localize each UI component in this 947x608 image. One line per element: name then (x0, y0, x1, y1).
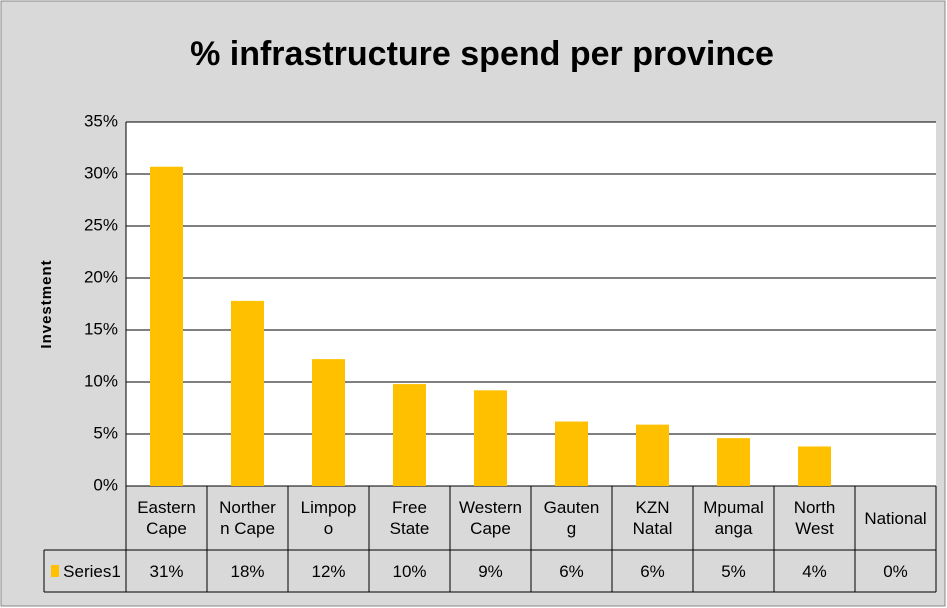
legend-label: Series1 (63, 561, 121, 581)
y-axis-label: Investment (38, 259, 55, 348)
data-table-value: 10% (392, 561, 427, 581)
y-tick-label: 25% (84, 215, 118, 234)
y-tick-label: 0% (93, 475, 118, 494)
y-tick-label: 35% (84, 111, 118, 130)
bar (555, 421, 588, 486)
x-tick-label: Eastern Cape (137, 498, 196, 538)
data-table-value: 31% (149, 561, 184, 581)
y-tick-label: 30% (84, 163, 118, 182)
y-tick-label: 5% (93, 423, 118, 442)
x-tick-label: National (864, 508, 927, 528)
x-tick-label: KZN Natal (632, 498, 673, 538)
bar (150, 166, 183, 486)
data-table-value: 0% (883, 561, 908, 581)
x-tick-label: Gauteng (543, 498, 600, 538)
x-tick-label: Mpumalanga (703, 498, 764, 538)
x-tick-label: Free State (389, 498, 430, 538)
x-tick-label: North West (793, 498, 836, 538)
y-tick-label: 20% (84, 267, 118, 286)
data-table-value: 9% (478, 561, 503, 581)
bar (636, 424, 669, 486)
legend-swatch (51, 565, 59, 577)
data-table-value: 5% (721, 561, 746, 581)
bar (717, 438, 750, 486)
x-tick-label: Northern Cape (219, 498, 276, 538)
bar (474, 390, 507, 486)
data-table-value: 6% (559, 561, 584, 581)
bar (393, 384, 426, 486)
data-table-value: 18% (230, 561, 265, 581)
y-tick-label: 10% (84, 371, 118, 390)
x-tick-label: Limpopo (300, 498, 357, 538)
data-table-value: 6% (640, 561, 665, 581)
y-tick-label: 15% (84, 319, 118, 338)
bar (798, 446, 831, 486)
data-table-value: 12% (311, 561, 346, 581)
chart-title: % infrastructure spend per province (190, 35, 774, 73)
x-tick-label: Western Cape (459, 498, 522, 538)
bar (231, 300, 264, 486)
data-table-value: 4% (802, 561, 827, 581)
bar (312, 359, 345, 486)
